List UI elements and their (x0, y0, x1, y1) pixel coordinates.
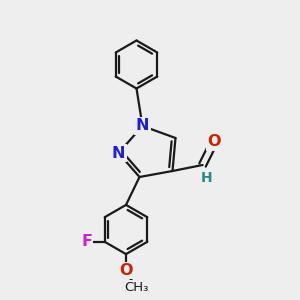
Text: F: F (81, 234, 92, 249)
Text: CH₃: CH₃ (124, 280, 149, 294)
Text: O: O (119, 263, 133, 278)
Text: N: N (136, 118, 149, 134)
Text: H: H (200, 172, 212, 185)
Text: O: O (208, 134, 221, 149)
Text: N: N (112, 146, 125, 160)
